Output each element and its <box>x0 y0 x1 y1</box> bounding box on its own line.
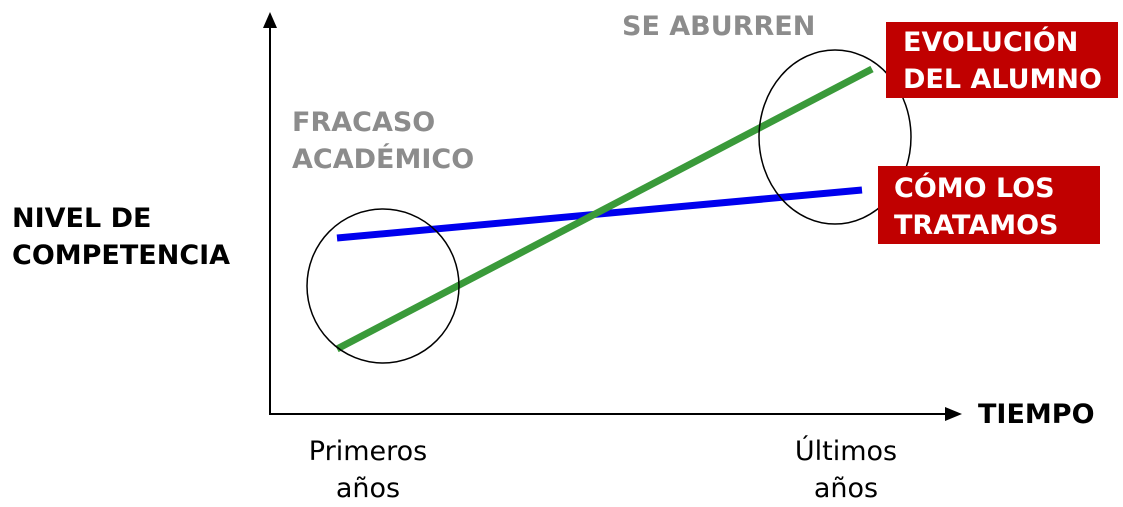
early-zone-label: FRACASO ACADÉMICO <box>292 104 474 178</box>
x-axis-arrow-icon <box>945 407 962 421</box>
early-zone-label-line-2: ACADÉMICO <box>292 144 475 175</box>
x-tick-end-line-1: Últimos <box>794 436 898 467</box>
x-tick-start-line-1: Primeros <box>308 436 428 467</box>
student-line-label-line-2: DEL ALUMNO <box>903 64 1102 95</box>
late-zone-label: SE ABURREN <box>622 11 816 42</box>
treatment-line-label: CÓMO LOS TRATAMOS <box>878 166 1100 244</box>
student-line-label: EVOLUCIÓN DEL ALUMNO <box>886 22 1118 98</box>
late-years-ellipse <box>758 49 912 225</box>
x-tick-start: Primeros años <box>283 433 453 507</box>
x-tick-end-line-2: años <box>813 473 879 504</box>
treatment-line-label-line-1: CÓMO LOS <box>894 173 1055 204</box>
early-zone-label-line-1: FRACASO <box>292 107 436 138</box>
x-tick-start-line-2: años <box>335 473 401 504</box>
early-years-ellipse <box>306 208 460 364</box>
x-axis-label: TIEMPO <box>978 399 1095 430</box>
y-axis-arrow-icon <box>263 12 277 28</box>
y-axis-label-line-1: NIVEL DE <box>12 203 152 234</box>
treatment-line-label-line-2: TRATAMOS <box>894 210 1059 241</box>
y-axis-label: NIVEL DE COMPETENCIA <box>12 200 230 274</box>
student-evolution-line <box>335 65 874 353</box>
x-tick-end: Últimos años <box>761 433 931 507</box>
y-axis-label-line-2: COMPETENCIA <box>12 240 231 271</box>
student-line-label-line-1: EVOLUCIÓN <box>903 27 1079 58</box>
